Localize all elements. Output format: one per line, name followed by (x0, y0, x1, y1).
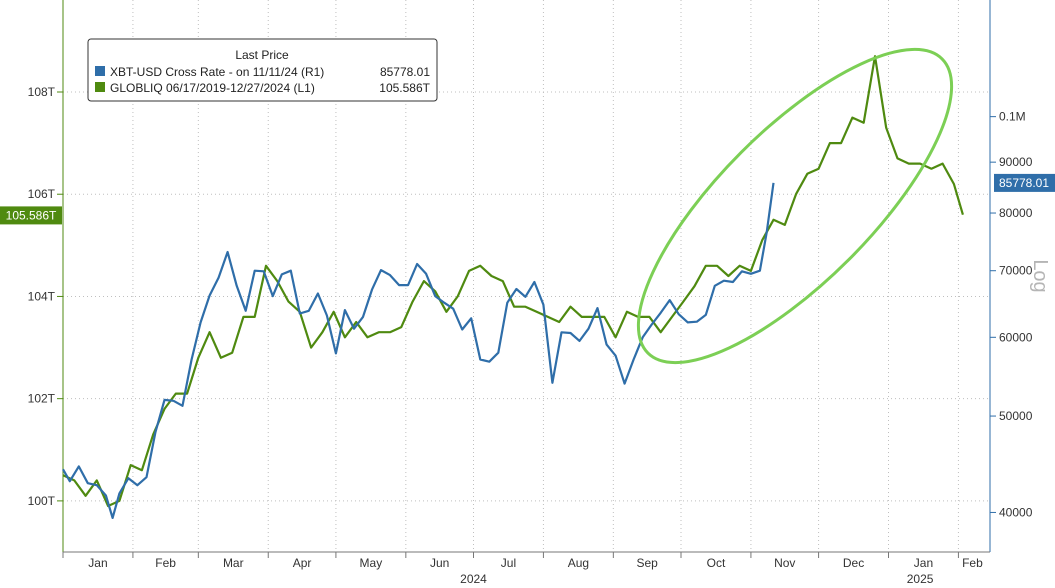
left-tick-label-0: 100T (28, 494, 56, 508)
legend-label-xbt: XBT-USD Cross Rate - on 11/11/24 (R1) (110, 65, 324, 79)
left-last-value-flag: 105.586T (0, 206, 62, 225)
right-tick-label-0: 40000 (999, 505, 1033, 519)
right-tick-label-4: 80000 (999, 206, 1033, 220)
x-year-label-1: 2025 (907, 572, 934, 586)
x-tick-label-13: Feb (962, 556, 983, 570)
x-tick-label-8: Sep (636, 556, 658, 570)
right-tick-label-6: 0.1M (999, 110, 1026, 124)
x-tick-label-12: Jan (914, 556, 933, 570)
right-tick-label-3: 70000 (999, 264, 1033, 278)
x-tick-label-4: May (360, 556, 383, 570)
right-last-value-flag: 85778.01 (994, 173, 1055, 192)
left-tick-label-2: 104T (28, 289, 56, 303)
legend: Last Price XBT-USD Cross Rate - on 11/11… (87, 38, 438, 102)
legend-value-xbt: 85778.01 (380, 65, 430, 79)
gridlines (63, 0, 990, 552)
x-tick-label-9: Oct (707, 556, 726, 570)
right-axis-scale-label: Log (1029, 259, 1051, 292)
left-axis-ticks: 100T 102T 104T 106T 108T (28, 85, 63, 508)
series-line-xbt-usd (62, 182, 775, 519)
legend-swatch-globliq (95, 82, 105, 92)
x-tick-label-11: Dec (843, 556, 864, 570)
left-last-value-label: 105.586T (6, 208, 57, 222)
right-tick-label-2: 60000 (999, 330, 1033, 344)
x-axis-ticks: Jan Feb Mar Apr May Jun Jul Aug Sep Oct Nov Dec Jan F… (62, 552, 983, 586)
highlight-ellipse (636, 47, 954, 365)
x-year-label-0: 2024 (460, 572, 487, 586)
legend-box (87, 38, 438, 102)
right-last-value-label: 85778.01 (999, 176, 1049, 190)
x-tick-label-6: Jul (501, 556, 516, 570)
left-tick-label-1: 102T (28, 392, 56, 406)
legend-value-globliq: 105.586T (379, 81, 430, 95)
right-tick-label-5: 90000 (999, 155, 1033, 169)
left-tick-label-3: 106T (28, 187, 56, 201)
series-layer (62, 55, 964, 519)
x-tick-label-10: Nov (774, 556, 795, 570)
left-tick-label-4: 108T (28, 85, 56, 99)
right-last-value-box (994, 173, 1055, 192)
legend-swatch-xbt (95, 66, 105, 76)
x-tick-label-7: Aug (568, 556, 589, 570)
right-axis-ticks: 40000 50000 60000 70000 80000 90000 0.1M (990, 110, 1033, 519)
left-last-value-box (0, 206, 62, 225)
x-tick-label-1: Feb (155, 556, 176, 570)
legend-title: Last Price (235, 48, 289, 62)
x-tick-label-2: Mar (223, 556, 244, 570)
x-tick-label-5: Jun (430, 556, 449, 570)
series-line-globliq (62, 55, 964, 508)
x-tick-label-3: Apr (293, 556, 312, 570)
x-tick-label-0: Jan (88, 556, 107, 570)
legend-label-globliq: GLOBLIQ 06/17/2019-12/27/2024 (L1) (110, 81, 315, 95)
right-tick-label-1: 50000 (999, 409, 1033, 423)
